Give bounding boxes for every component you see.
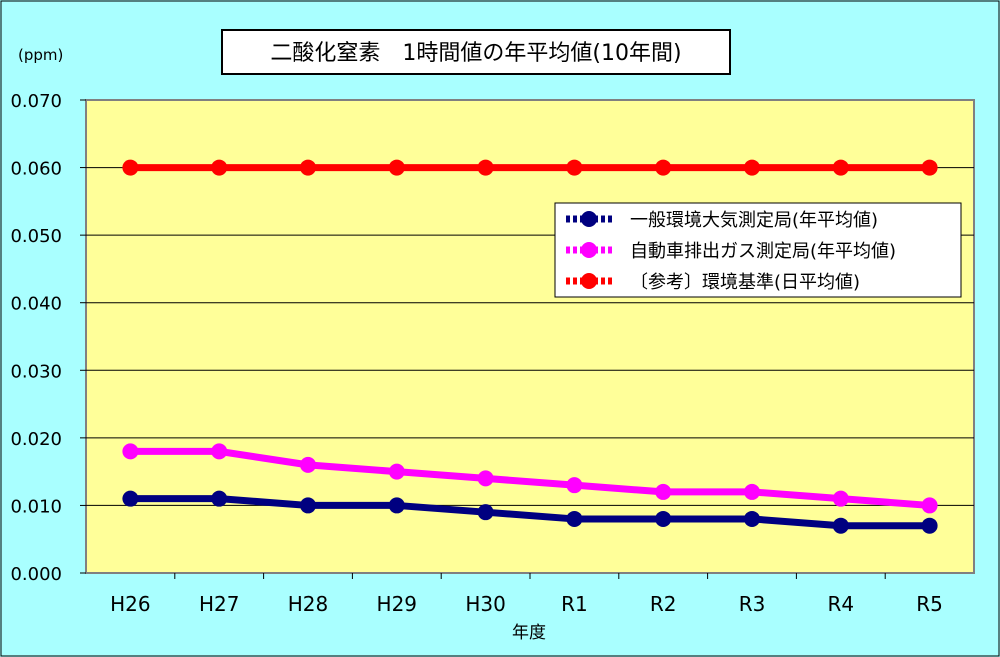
x-tick-label: H28 — [288, 592, 329, 616]
series-point — [388, 159, 405, 176]
series-line — [130, 447, 930, 509]
y-tick-label: 0.070 — [10, 91, 62, 112]
series-line — [130, 495, 930, 530]
series-point — [211, 443, 228, 460]
y-tick-label: 0.000 — [10, 564, 62, 585]
y-tick-label: 0.060 — [10, 159, 62, 180]
legend-swatch-marker — [581, 273, 597, 289]
x-tick-label: R1 — [561, 592, 588, 616]
series-point — [211, 490, 228, 507]
legend-swatch-marker — [581, 242, 597, 258]
series-point — [566, 477, 583, 494]
y-tick-label: 0.030 — [10, 361, 62, 382]
legend-label: 一般環境大気測定局(年平均値) — [630, 210, 878, 231]
series-point — [744, 159, 760, 176]
series-point — [477, 159, 494, 176]
series-point — [300, 456, 316, 473]
x-tick-label: R4 — [827, 592, 854, 616]
legend-swatch-marker — [581, 211, 597, 227]
legend-label: 自動車排出ガス測定局(年平均値) — [630, 241, 896, 262]
series-point — [477, 504, 494, 521]
series-point — [566, 510, 583, 527]
series-point — [655, 510, 672, 527]
series-point — [832, 159, 849, 176]
series-layer — [122, 159, 938, 534]
x-tick-label: R2 — [650, 592, 677, 616]
legend: 一般環境大気測定局(年平均値) 自動車排出ガス測定局(年平均値) 〔参考〕環境基準(… — [554, 202, 962, 298]
x-tick-label: H27 — [199, 592, 240, 616]
series-point — [388, 497, 405, 514]
y-tick-label: 0.010 — [10, 496, 62, 517]
series-point — [122, 443, 139, 460]
x-axis-title: 年度 — [512, 623, 546, 643]
series-point — [744, 510, 760, 527]
x-tick-label: R3 — [739, 592, 766, 616]
series-point — [388, 463, 405, 480]
chart-title: 二酸化窒素 1時間値の年平均値(10年間) — [270, 41, 681, 66]
y-tick-label: 0.040 — [10, 294, 62, 315]
series-point — [832, 517, 849, 534]
series-point — [921, 517, 938, 534]
series-point — [300, 497, 316, 514]
series-point — [211, 159, 228, 176]
axis-layer: 0.000 0.010 0.020 0.030 0.040 0.050 0.060 0.070… — [10, 91, 942, 616]
series-point — [655, 483, 672, 500]
series-point — [921, 497, 938, 514]
y-tick-label: 0.050 — [10, 226, 62, 247]
legend-label: 〔参考〕環境基準(日平均値) — [630, 272, 860, 293]
series-point — [122, 490, 139, 507]
y-unit-label: (ppm) — [18, 46, 63, 64]
legend-box — [554, 202, 962, 298]
y-tick-label: 0.020 — [10, 429, 62, 450]
series-point — [744, 483, 760, 500]
x-tick-label: H29 — [377, 592, 418, 616]
x-tick-label: H30 — [465, 592, 506, 616]
series-point — [832, 490, 849, 507]
series-point — [655, 159, 672, 176]
series-point — [566, 159, 583, 176]
series-point — [477, 470, 494, 487]
chart-title-box — [221, 29, 731, 75]
x-tick-label: R5 — [916, 592, 943, 616]
x-tick-label: H26 — [110, 592, 151, 616]
series-point — [300, 159, 316, 176]
series-point — [122, 159, 139, 176]
series-point — [921, 159, 938, 176]
